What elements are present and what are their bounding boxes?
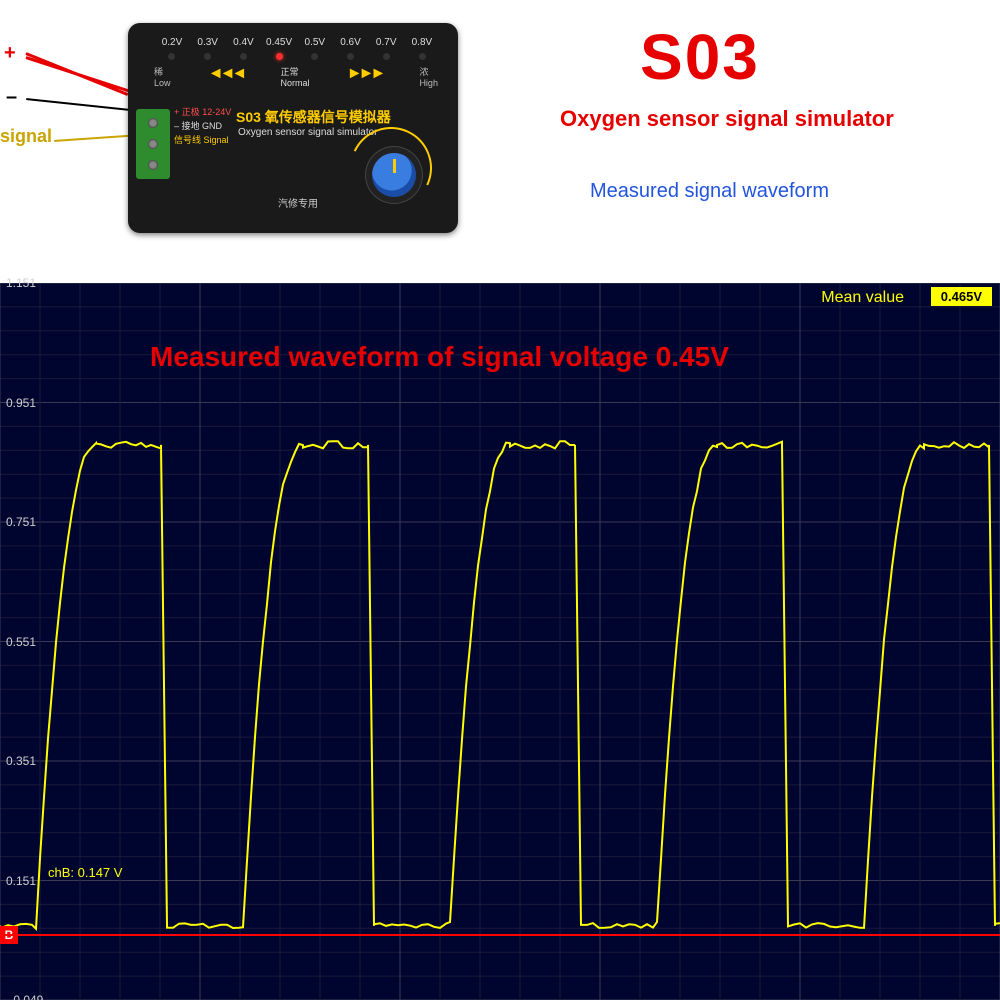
screw-icon [148,160,158,170]
scope-canvas [0,283,1000,1000]
y-tick-label: 0.751 [6,515,36,529]
led [383,53,390,60]
led-active [276,53,283,60]
arrow-left-icon: ◄◄◄ [208,65,244,88]
v-label: 0.8V [406,37,438,48]
v-label: 0.4V [227,37,259,48]
led [311,53,318,60]
wire-label-signal: signal [0,126,52,147]
mean-value-box: 0.465V [931,287,992,306]
simulator-device: 0.2V 0.3V 0.4V 0.45V 0.5V 0.6V 0.7V 0.8V [128,23,458,233]
status-low-cn: 稀 [154,67,163,77]
led [240,53,247,60]
led [347,53,354,60]
y-tick-label: 0.151 [6,874,36,888]
y-tick-label: 1.151 [6,276,36,290]
status-high-cn: 浓 [419,67,428,77]
v-label: 0.5V [299,37,331,48]
v-label: 0.45V [263,37,295,48]
waveform-title: Measured waveform of signal voltage 0.45… [150,341,729,373]
device-subtitle: 汽修专用 [278,195,318,210]
led [419,53,426,60]
oscilloscope-chart: Mean value 0.465V Measured waveform of s… [0,283,1000,1000]
wire-label-positive: + [4,42,16,65]
y-tick-label: 0.351 [6,754,36,768]
page-title: S03 [640,20,760,94]
wire-positive-2 [26,52,129,95]
led-row [156,53,438,60]
device-title-en: Oxygen sensor signal simulator [238,127,378,138]
device-illustration: + – signal 0.2V 0.3V 0.4V 0.45V 0.5V 0.6… [0,8,480,268]
page-note: Measured signal waveform [590,180,829,203]
screw-icon [148,139,158,149]
y-tick-label: 0.951 [6,396,36,410]
status-normal: 正常 Normal [280,65,309,88]
terminal-block [136,109,170,179]
status-high: 浓 High [419,65,438,88]
channel-b-readout: chB: 0.147 V [48,865,122,880]
status-low: 稀 Low [154,65,171,88]
mean-label: Mean value [821,289,904,307]
led [204,53,211,60]
v-label: 0.6V [335,37,367,48]
status-row: 稀 Low ◄◄◄ 正常 Normal ►►► 浓 High [154,65,438,88]
device-title-cn: S03 氧传感器信号模拟器 [236,107,391,127]
wire-label-negative: – [6,86,17,109]
y-tick-label: - 0.049 [6,993,43,1000]
led [168,53,175,60]
arrow-right-icon: ►►► [347,65,383,88]
status-normal-cn: 正常 [280,67,298,77]
terminal-legend: + 正极 12-24V – 接地 GND 信号线 Signal [174,105,231,147]
adjustment-knob[interactable] [372,153,416,197]
y-tick-label: 0.551 [6,635,36,649]
legend-sig: 信号线 Signal [174,133,231,147]
legend-pos: + 正极 12-24V [174,105,231,119]
wire-negative [26,98,134,111]
status-high-en: High [419,78,438,88]
screw-icon [148,118,158,128]
v-label: 0.7V [370,37,402,48]
wire-signal [54,134,136,142]
page-subtitle: Oxygen sensor signal simulator [560,106,894,132]
status-low-en: Low [154,78,171,88]
v-label: 0.2V [156,37,188,48]
baseline-line [0,934,1000,936]
legend-gnd: – 接地 GND [174,119,231,133]
v-label: 0.3V [192,37,224,48]
voltage-scale: 0.2V 0.3V 0.4V 0.45V 0.5V 0.6V 0.7V 0.8V [156,37,438,48]
status-normal-en: Normal [280,78,309,88]
